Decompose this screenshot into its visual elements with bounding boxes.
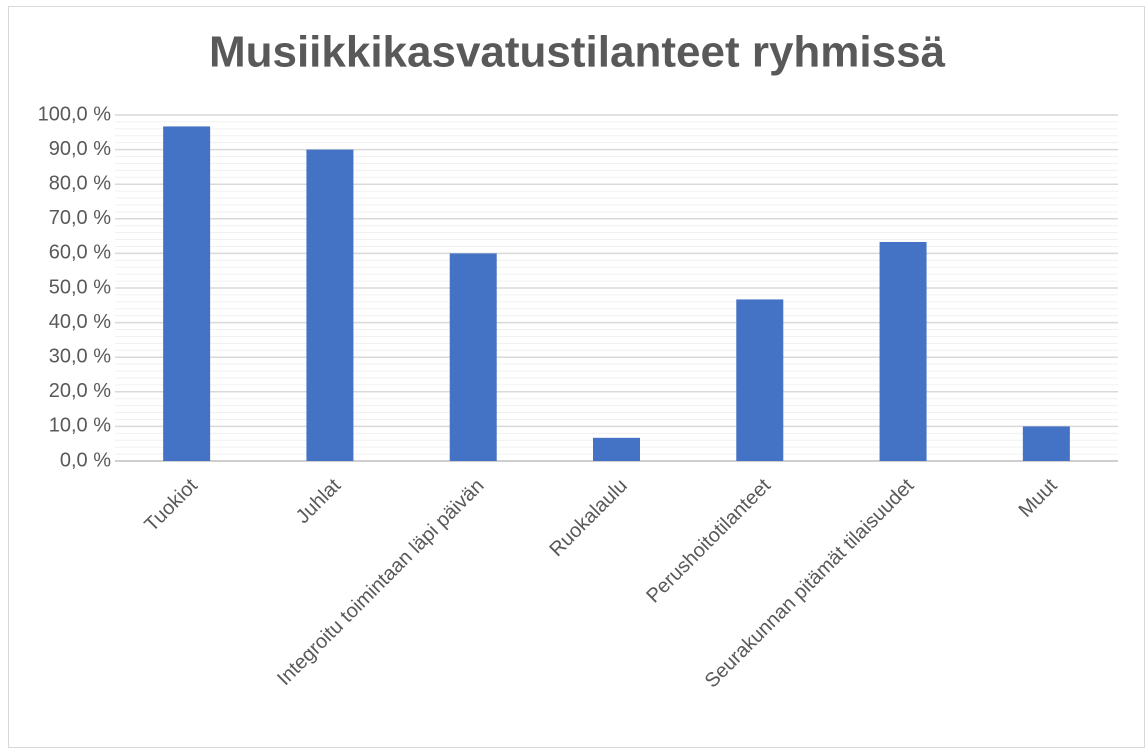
y-tick-label: 50,0 % (49, 276, 111, 298)
bar (593, 437, 640, 461)
bar (306, 149, 354, 461)
bar (879, 241, 927, 461)
bar (449, 253, 497, 461)
y-tick-label: 70,0 % (49, 207, 111, 229)
y-tick-label: 20,0 % (49, 380, 111, 402)
bar (736, 299, 784, 461)
chart-title: Musiikkikasvatustilanteet ryhmissä (209, 28, 946, 77)
y-tick-label: 80,0 % (49, 172, 111, 194)
y-tick-label: 0,0 % (60, 449, 111, 471)
y-tick-label: 60,0 % (49, 242, 111, 264)
y-tick-label: 30,0 % (49, 345, 111, 367)
bar (163, 126, 211, 461)
y-tick-label: 10,0 % (49, 415, 111, 437)
y-tick-label: 90,0 % (49, 138, 111, 160)
y-tick-label: 100,0 % (38, 103, 112, 125)
bar (1022, 426, 1070, 461)
y-tick-label: 40,0 % (49, 311, 111, 333)
